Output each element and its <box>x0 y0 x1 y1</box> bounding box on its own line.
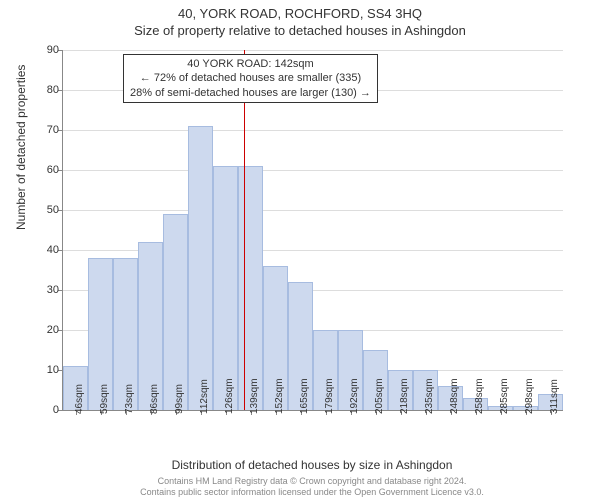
annotation-box: 40 YORK ROAD: 142sqm← 72% of detached ho… <box>123 54 378 103</box>
plot-area: 010203040506070809046sqm59sqm73sqm86sqm9… <box>62 50 563 411</box>
histogram-bar <box>238 166 263 410</box>
chart-subtitle: Size of property relative to detached ho… <box>0 21 600 38</box>
x-tick-label: 73sqm <box>124 384 135 414</box>
grid-line <box>63 210 563 211</box>
grid-line <box>63 130 563 131</box>
x-tick-label: 99sqm <box>174 384 185 414</box>
annotation-line: 40 YORK ROAD: 142sqm <box>130 57 371 71</box>
attribution-line1: Contains HM Land Registry data © Crown c… <box>62 476 562 487</box>
grid-line <box>63 50 563 51</box>
x-tick-label: 139sqm <box>249 378 260 414</box>
histogram-bar <box>213 166 238 410</box>
x-tick-label: 46sqm <box>74 384 85 414</box>
y-tick-label: 20 <box>47 324 59 336</box>
y-tick-label: 70 <box>47 124 59 136</box>
x-tick-label: 59sqm <box>99 384 110 414</box>
x-tick-label: 165sqm <box>299 378 310 414</box>
x-tick-label: 235sqm <box>424 378 435 414</box>
x-tick-label: 126sqm <box>224 378 235 414</box>
x-tick-label: 311sqm <box>549 379 560 414</box>
y-tick-label: 80 <box>47 84 59 96</box>
x-tick-label: 248sqm <box>449 378 460 414</box>
y-tick-label: 40 <box>47 244 59 256</box>
histogram-bar <box>163 214 188 410</box>
annotation-line: ← 72% of detached houses are smaller (33… <box>130 71 371 85</box>
grid-line <box>63 170 563 171</box>
x-tick-label: 298sqm <box>524 378 535 414</box>
y-tick-label: 90 <box>47 44 59 56</box>
x-tick-label: 285sqm <box>499 378 510 414</box>
x-tick-label: 258sqm <box>474 378 485 414</box>
x-tick-label: 152sqm <box>274 378 285 414</box>
reference-line <box>244 50 245 410</box>
histogram-bar <box>188 126 213 410</box>
x-tick-label: 86sqm <box>149 384 160 414</box>
y-tick-label: 0 <box>53 404 59 416</box>
attribution: Contains HM Land Registry data © Crown c… <box>62 476 562 498</box>
x-tick-label: 205sqm <box>374 378 385 414</box>
x-tick-label: 218sqm <box>399 378 410 414</box>
x-tick-label: 112sqm <box>199 379 210 414</box>
annotation-line: 28% of semi-detached houses are larger (… <box>130 86 371 100</box>
chart-title: 40, YORK ROAD, ROCHFORD, SS4 3HQ <box>0 0 600 21</box>
x-tick-label: 192sqm <box>349 378 360 414</box>
y-tick-label: 50 <box>47 204 59 216</box>
x-tick-label: 179sqm <box>324 378 335 414</box>
attribution-line2: Contains public sector information licen… <box>62 487 562 498</box>
chart-container: 40, YORK ROAD, ROCHFORD, SS4 3HQ Size of… <box>0 0 600 500</box>
x-axis-label: Distribution of detached houses by size … <box>62 458 562 472</box>
y-axis-label: Number of detached properties <box>14 65 28 230</box>
y-tick-label: 30 <box>47 284 59 296</box>
y-tick-label: 10 <box>47 364 59 376</box>
y-tick-label: 60 <box>47 164 59 176</box>
